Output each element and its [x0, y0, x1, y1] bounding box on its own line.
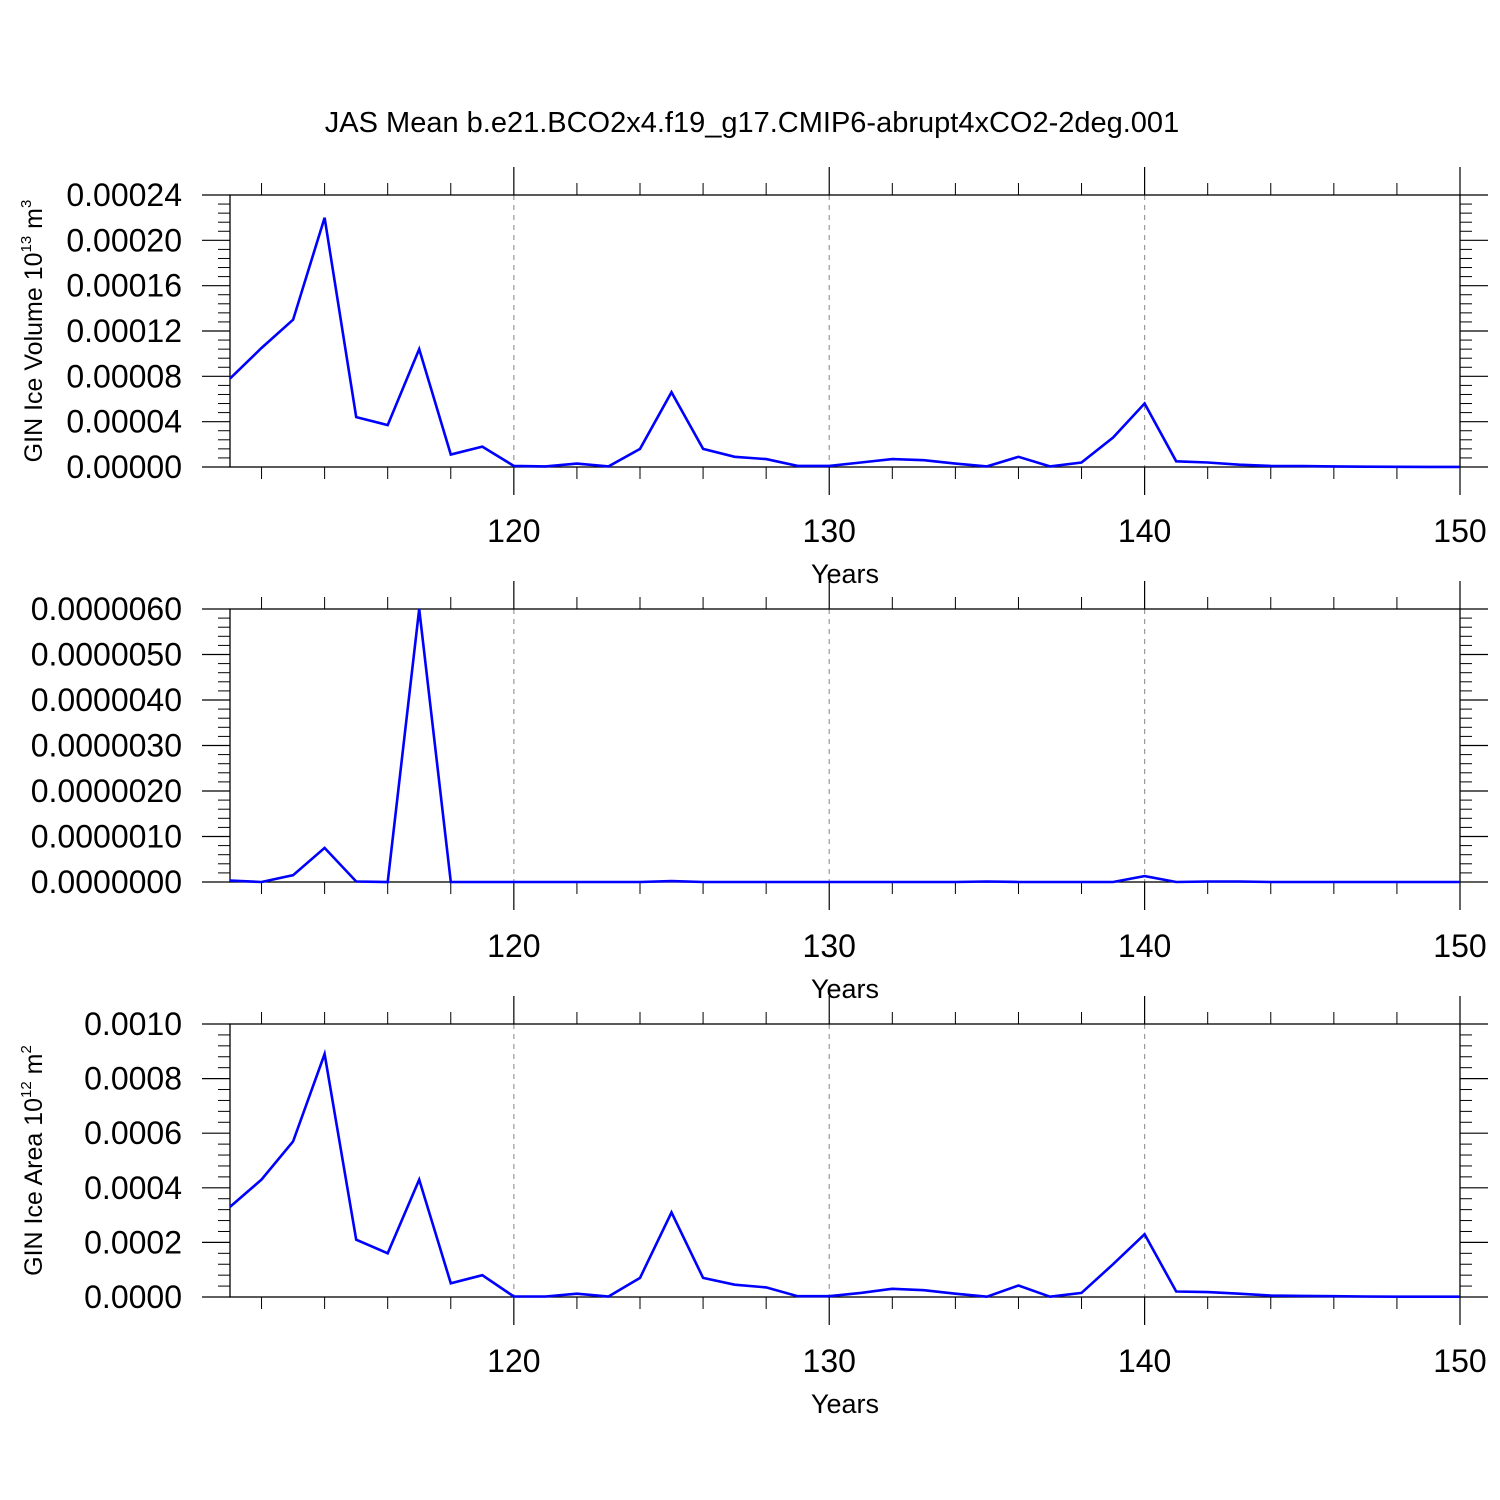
panels-group: 120 130 140 150 0.00000 0.00004 0.00008 0.00012…	[18, 167, 1488, 1419]
y-tick-label: 0.0000050	[31, 637, 182, 673]
y-tick-label: 0.0002	[84, 1224, 182, 1260]
y-tick-label: 0.0000030	[31, 728, 182, 764]
y-axis-label: GIN Ice Area 1012 m2	[18, 1045, 48, 1276]
x-tick-label: 130	[803, 1343, 856, 1379]
x-axis-label: Years	[811, 559, 879, 589]
x-tick-label: 140	[1118, 1343, 1171, 1379]
y-tick-label: 0.0000020	[31, 773, 182, 809]
x-axis-label: Years	[811, 974, 879, 1004]
y-tick-label: 0.00020	[66, 222, 182, 258]
y-tick-label: 0.0008	[84, 1061, 182, 1097]
x-tick-label: 120	[487, 1343, 540, 1379]
panel-3: 120 130 140 150 0.0000 0.0002 0.0004 0.0006 0.00…	[18, 996, 1488, 1419]
y-tick-label: 0.00004	[66, 404, 182, 440]
x-tick-label: 130	[803, 928, 856, 964]
series-line	[229, 1048, 1460, 1299]
y-tick-label: 0.0000060	[31, 591, 182, 627]
y-tick-label: 0.0000000	[31, 864, 182, 900]
series-line	[229, 217, 1460, 469]
y-tick-label: 0.0000010	[31, 819, 182, 855]
panel-2: 120 130 140 150 0.0000000 0.0000010 0.0000020 0…	[31, 581, 1488, 1004]
y-tick-label: 0.00008	[66, 358, 182, 394]
y-axis-label: GIN Ice Volume 1013 m3	[18, 200, 48, 463]
plot-frame	[229, 194, 1461, 468]
y-tick-label: 0.00000	[66, 449, 182, 485]
y-tick-label: 0.0004	[84, 1170, 182, 1206]
series-line	[229, 608, 1460, 884]
y-tick-label: 0.00016	[66, 268, 182, 304]
x-tick-label: 150	[1433, 1343, 1486, 1379]
x-tick-label: 130	[803, 513, 856, 549]
y-tick-label: 0.0000040	[31, 682, 182, 718]
x-tick-label: 150	[1433, 513, 1486, 549]
x-tick-label: 120	[487, 928, 540, 964]
x-axis-label: Years	[811, 1389, 879, 1419]
x-tick-label: 150	[1433, 928, 1486, 964]
y-tick-label: 0.0006	[84, 1115, 182, 1151]
plot-frame	[229, 1023, 1461, 1298]
y-tick-label: 0.0000	[84, 1279, 182, 1315]
y-tick-label: 0.00012	[66, 313, 182, 349]
x-tick-label: 120	[487, 513, 540, 549]
chart-title: JAS Mean b.e21.BCO2x4.f19_g17.CMIP6-abru…	[325, 107, 1179, 139]
panel-1: 120 130 140 150 0.00000 0.00004 0.00008 0.00012…	[18, 167, 1488, 589]
y-tick-label: 0.00024	[66, 177, 182, 213]
y-tick-label: 0.0010	[84, 1006, 182, 1042]
x-tick-label: 140	[1118, 928, 1171, 964]
x-tick-label: 140	[1118, 513, 1171, 549]
